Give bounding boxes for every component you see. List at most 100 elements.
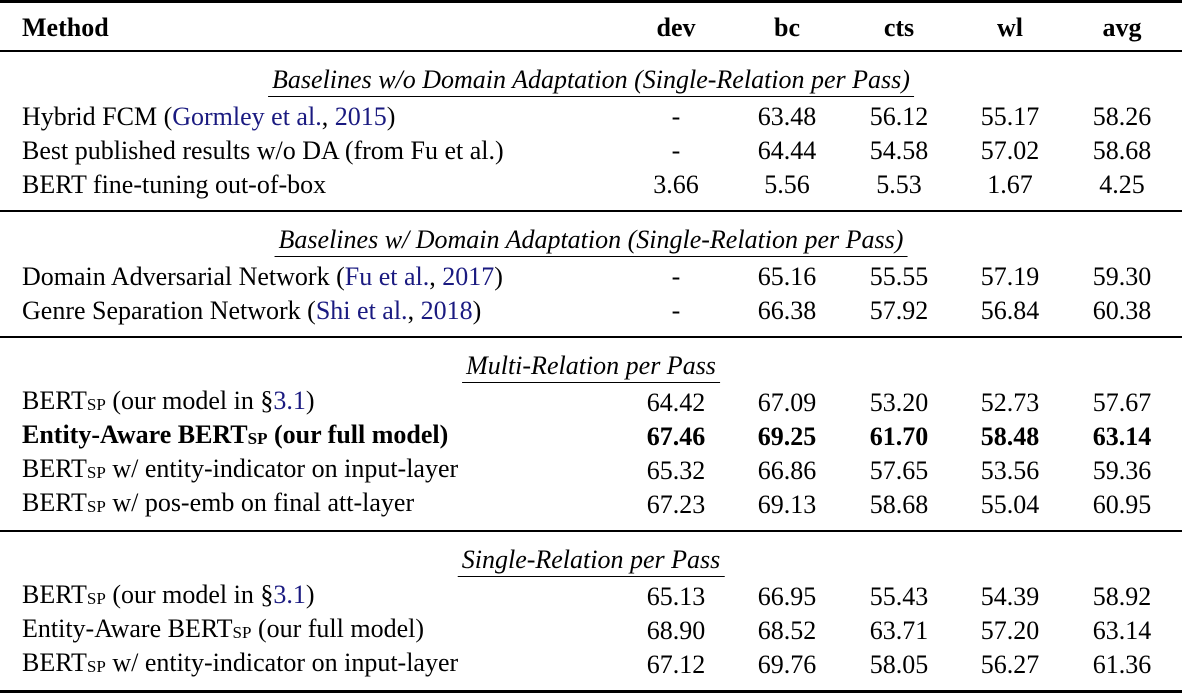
value-cell: 4.25 [1099, 170, 1145, 199]
method-text: Entity-Aware BERT [22, 614, 233, 643]
value-cell: 59.36 [1092, 456, 1152, 485]
value-cell: 57.67 [1092, 388, 1152, 417]
method-cell: Entity-Aware BERTSP (our full model) [22, 420, 448, 454]
value-cell: 3.66 [653, 170, 699, 199]
value-cell: 58.26 [1092, 102, 1152, 131]
citation-link[interactable]: 3.1 [273, 386, 306, 415]
value-cell: 58.92 [1092, 582, 1152, 611]
value-cell: 56.27 [980, 650, 1040, 679]
value-cell: 5.56 [764, 170, 810, 199]
value-cell: 58.05 [869, 650, 929, 679]
method-cell: BERTSP w/ entity-indicator on input-laye… [22, 454, 458, 488]
citation-link[interactable]: 2015 [334, 102, 387, 131]
method-text: w/ entity-indicator on input-layer [105, 648, 459, 677]
header-method: Method [22, 13, 109, 42]
citation-link[interactable]: Gormley et al. [172, 102, 322, 131]
method-text: SP [247, 429, 268, 448]
value-cell: 66.95 [757, 582, 817, 611]
method-text: w/ pos-emb on final att-layer [105, 488, 415, 517]
value-cell: 55.55 [869, 262, 929, 291]
value-cell: 67.09 [757, 388, 817, 417]
rule [0, 210, 1182, 212]
value-cell: 1.67 [987, 170, 1033, 199]
value-cell: 57.92 [869, 296, 929, 325]
value-cell: 56.12 [869, 102, 929, 131]
value-cell: 55.43 [869, 582, 929, 611]
method-text: Best published results w/o DA (from Fu e… [22, 136, 504, 165]
value-cell: 67.12 [646, 650, 706, 679]
section-title-text: Baselines w/o Domain Adaptation (Single-… [268, 65, 914, 97]
rule [0, 690, 1182, 693]
citation-link[interactable]: 3.1 [273, 580, 306, 609]
value-cell: 63.71 [869, 616, 929, 645]
value-cell: 64.42 [646, 388, 706, 417]
rule [0, 0, 1182, 3]
value-cell: 54.39 [980, 582, 1040, 611]
method-cell: Genre Separation Network (Shi et al., 20… [22, 296, 481, 326]
method-text: SP [86, 463, 106, 482]
value-cell: 69.13 [757, 490, 817, 519]
section-title-text: Single-Relation per Pass [457, 545, 725, 577]
method-cell: BERTSP (our model in §3.1) [22, 386, 315, 420]
rule [0, 336, 1182, 338]
citation-link[interactable]: Fu et al. [344, 262, 430, 291]
value-cell: 57.19 [980, 262, 1040, 291]
method-text: , [321, 102, 335, 131]
value-cell: 55.17 [980, 102, 1040, 131]
method-text: Entity-Aware BERT [22, 420, 248, 449]
method-text: ) [305, 386, 315, 415]
method-text: ) [472, 296, 482, 325]
value-cell: 65.16 [757, 262, 817, 291]
method-text: BERT fine-tuning out-of-box [22, 170, 327, 199]
method-text: BERT [22, 488, 87, 517]
value-cell: - [671, 102, 681, 131]
value-cell: 53.56 [980, 456, 1040, 485]
value-cell: 68.52 [757, 616, 817, 645]
method-text: (our full model) [267, 420, 449, 449]
value-cell: 58.68 [1092, 136, 1152, 165]
method-text: , [429, 262, 443, 291]
value-cell: - [671, 136, 681, 165]
value-cell: 67.46 [646, 422, 706, 451]
value-cell: 52.73 [980, 388, 1040, 417]
method-text: ) [305, 580, 315, 609]
method-cell: Hybrid FCM (Gormley et al., 2015) [22, 102, 395, 132]
header-cell: wl [997, 13, 1023, 42]
method-text: (our model in § [105, 386, 274, 415]
section-title: Baselines w/o Domain Adaptation (Single-… [268, 65, 914, 97]
citation-link[interactable]: Shi et al. [315, 296, 408, 325]
section-title: Baselines w/ Domain Adaptation (Single-R… [274, 225, 908, 257]
value-cell: 65.13 [646, 582, 706, 611]
value-cell: 57.20 [980, 616, 1040, 645]
value-cell: 63.14 [1092, 422, 1152, 451]
value-cell: 63.48 [757, 102, 817, 131]
citation-link[interactable]: 2018 [420, 296, 473, 325]
rule [0, 50, 1182, 52]
value-cell: 58.68 [869, 490, 929, 519]
header-cell: dev [656, 13, 696, 42]
method-text: Domain Adversarial Network ( [22, 262, 345, 291]
value-cell: 60.38 [1092, 296, 1152, 325]
method-cell: BERTSP w/ pos-emb on final att-layer [22, 488, 414, 522]
value-cell: 58.48 [980, 422, 1040, 451]
method-text: BERT [22, 580, 87, 609]
method-text: , [407, 296, 421, 325]
value-cell: 66.86 [757, 456, 817, 485]
value-cell: 61.36 [1092, 650, 1152, 679]
header-cell: bc [774, 13, 800, 42]
method-text: (our model in § [105, 580, 274, 609]
method-text: (our full model) [251, 614, 425, 643]
method-text: SP [86, 395, 106, 414]
section-title-text: Multi-Relation per Pass [462, 351, 720, 383]
value-cell: 65.32 [646, 456, 706, 485]
method-text: w/ entity-indicator on input-layer [105, 454, 459, 483]
section-title: Single-Relation per Pass [457, 545, 725, 577]
citation-link[interactable]: 2017 [442, 262, 495, 291]
value-cell: 56.84 [980, 296, 1040, 325]
value-cell: 5.53 [876, 170, 922, 199]
method-cell: BERTSP (our model in §3.1) [22, 580, 315, 614]
value-cell: - [671, 296, 681, 325]
header-cell: cts [883, 13, 915, 42]
method-cell: Entity-Aware BERTSP (our full model) [22, 614, 424, 648]
